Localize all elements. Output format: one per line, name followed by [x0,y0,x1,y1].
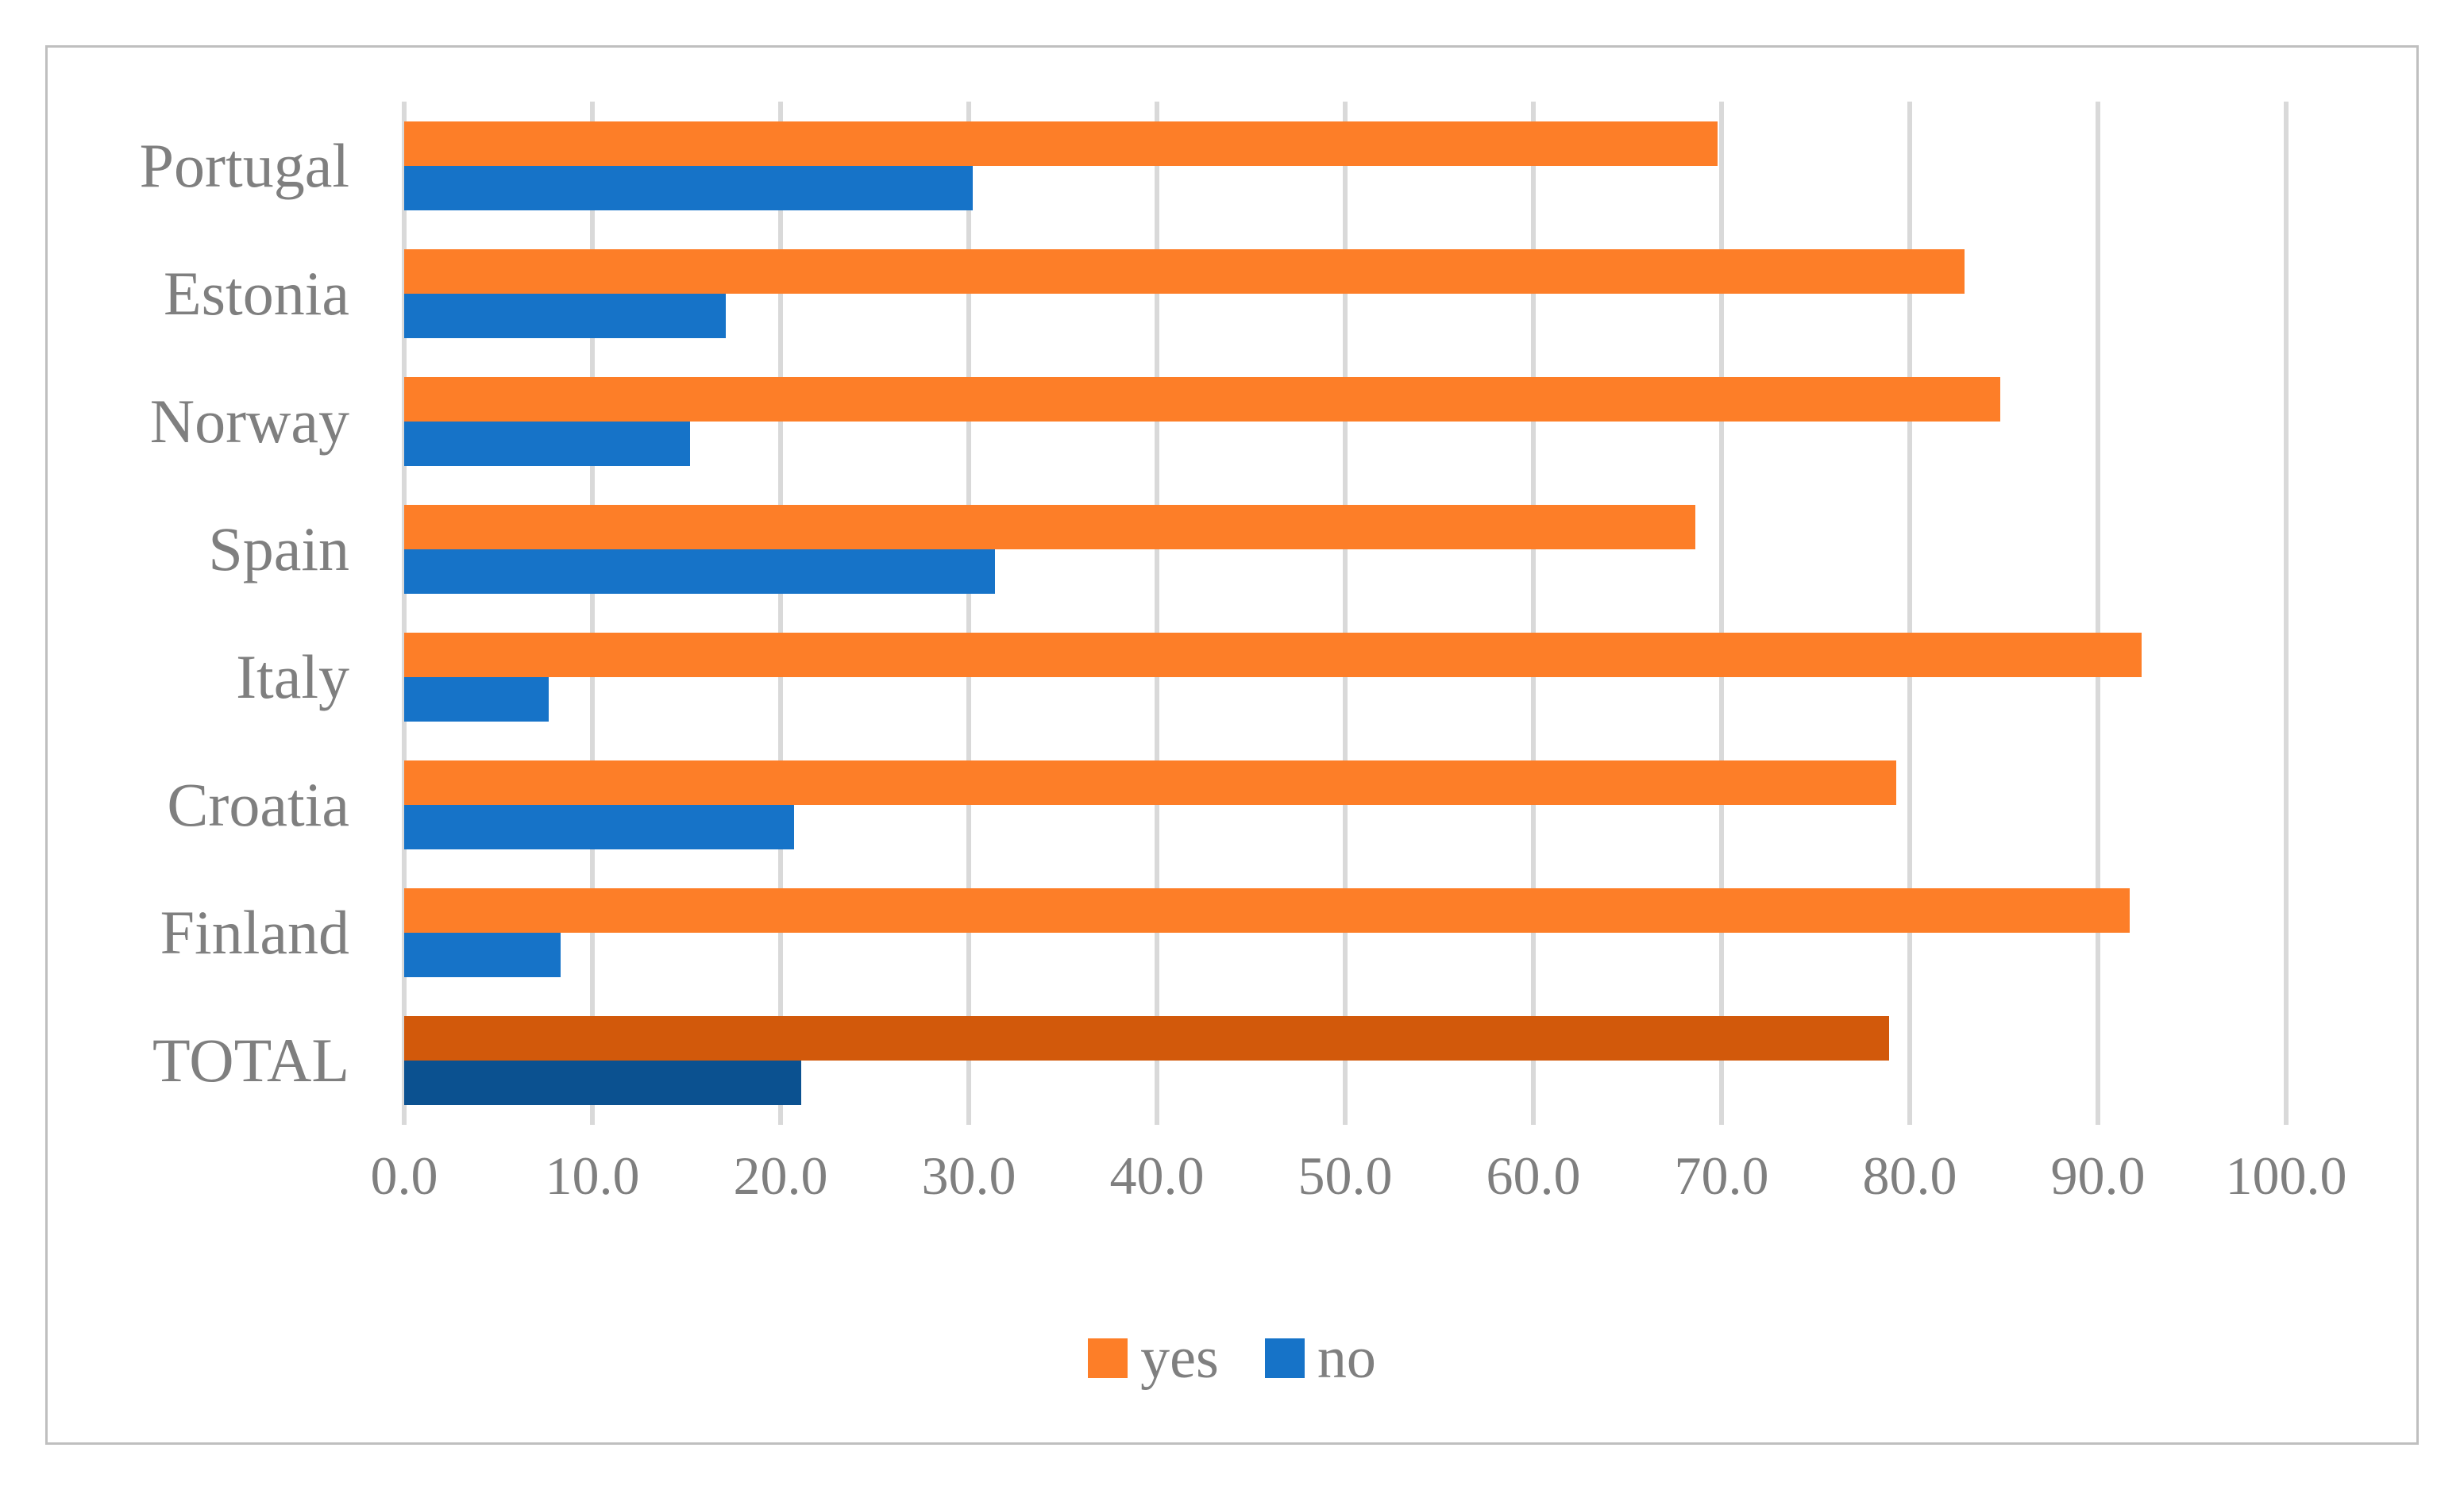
gridline-20.0 [778,102,783,1125]
legend: yes no [48,1329,2416,1388]
xtick-label-100.0: 100.0 [2225,1145,2347,1206]
gridline-90.0 [2096,102,2100,1125]
bar-croatia-no [404,805,794,849]
bar-spain-yes [404,504,1695,549]
bar-norway-yes [404,376,2000,422]
legend-swatch-yes [1088,1338,1128,1378]
legend-swatch-no [1264,1338,1305,1378]
gridline-100.0 [2284,102,2289,1125]
bar-finland-yes [404,888,2130,934]
xtick-label-40.0: 40.0 [1109,1145,1205,1206]
legend-item-no: no [1264,1326,1376,1391]
gridline-30.0 [966,102,971,1125]
xtick-label-30.0: 30.0 [921,1145,1016,1206]
xtick-label-90.0: 90.0 [2050,1145,2146,1206]
gridline-40.0 [1155,102,1159,1125]
bar-spain-no [404,549,996,594]
xtick-label-80.0: 80.0 [1862,1145,1957,1206]
xtick-label-50.0: 50.0 [1298,1145,1393,1206]
xtick-label-10.0: 10.0 [545,1145,640,1206]
gridline-80.0 [1907,102,1912,1125]
category-label-finland: Finland [160,898,349,968]
xtick-label-70.0: 70.0 [1674,1145,1769,1206]
category-label-estonia: Estonia [164,258,349,328]
gridline-60.0 [1531,102,1536,1125]
bar-norway-no [404,421,691,466]
plot-area [402,102,2289,1125]
bar-croatia-yes [404,760,1897,805]
category-label-total: TOTAL [152,1026,349,1095]
category-label-spain: Spain [208,514,349,583]
bar-italy-no [404,676,549,722]
bar-finland-no [404,933,561,978]
legend-label-no: no [1317,1326,1376,1391]
bar-portugal-no [404,165,973,210]
xtick-label-60.0: 60.0 [1486,1145,1581,1206]
gridline-70.0 [1719,102,1724,1125]
bar-total-no [404,1061,802,1106]
xtick-label-20.0: 20.0 [733,1145,828,1206]
bar-estonia-yes [404,248,1965,294]
category-label-croatia: Croatia [167,770,349,839]
category-label-portugal: Portugal [139,130,349,200]
category-label-norway: Norway [149,386,349,456]
gridline-50.0 [1343,102,1348,1125]
category-label-italy: Italy [236,641,349,711]
bar-estonia-no [404,293,727,338]
gridline-0.0 [402,102,407,1125]
xtick-label-0.0: 0.0 [370,1145,438,1206]
bar-italy-yes [404,632,2142,677]
chart-frame: Portugal Estonia Norway Spain Italy Croatia Fi… [45,45,2419,1445]
gridline-10.0 [590,102,595,1125]
bar-total-yes [404,1016,1889,1061]
legend-item-yes: yes [1088,1329,1219,1388]
bar-portugal-yes [404,121,1718,166]
legend-label-yes: yes [1140,1326,1219,1391]
